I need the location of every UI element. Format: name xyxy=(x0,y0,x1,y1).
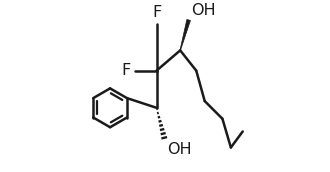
Text: F: F xyxy=(152,5,161,20)
Text: F: F xyxy=(121,63,130,78)
Text: OH: OH xyxy=(191,3,216,18)
Text: OH: OH xyxy=(168,142,192,157)
Polygon shape xyxy=(180,19,190,50)
